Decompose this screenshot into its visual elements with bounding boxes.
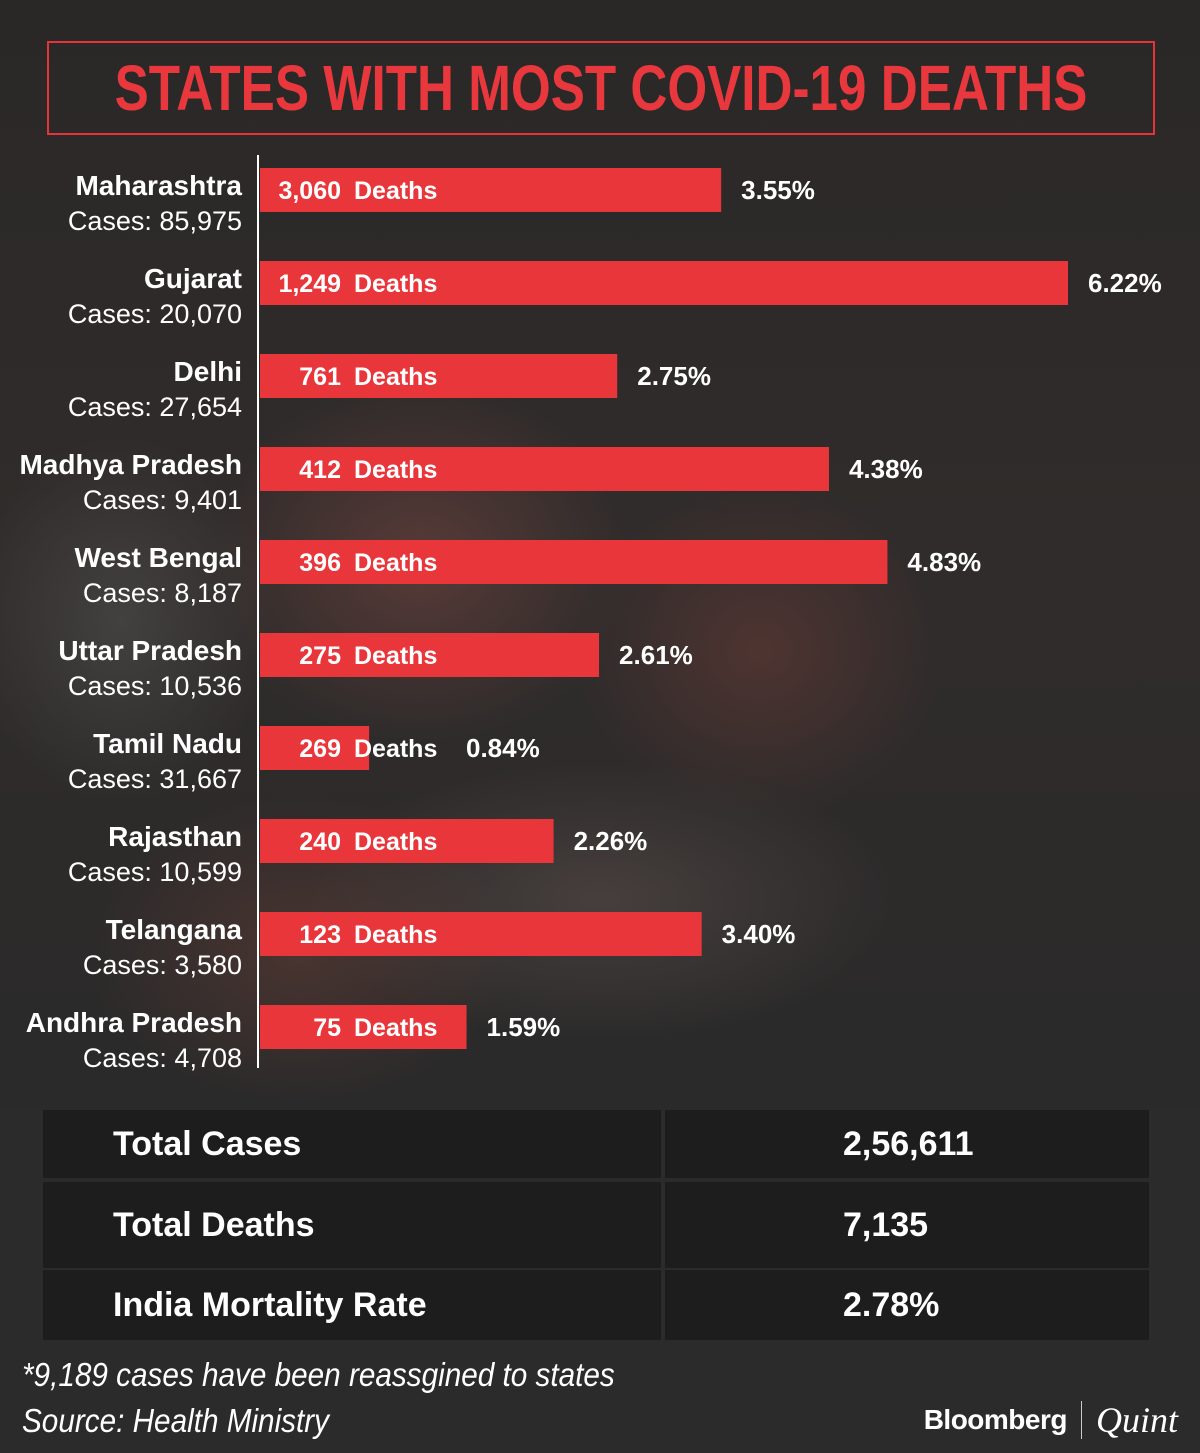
state-label: Tamil Nadu xyxy=(93,728,242,759)
bar xyxy=(260,819,554,863)
deaths-suffix: Deaths xyxy=(354,270,437,298)
cases-label: Cases: 8,187 xyxy=(83,578,242,608)
chart-title: STATES WITH MOST COVID-19 DEATHS xyxy=(114,52,1088,124)
bar xyxy=(260,168,722,212)
data-label: 0.84% xyxy=(466,733,540,763)
bar xyxy=(260,261,1068,305)
deaths-count: 3,060 xyxy=(278,177,341,205)
data-label: 6.22% xyxy=(1088,268,1162,298)
bar xyxy=(260,633,600,677)
bar xyxy=(260,540,888,584)
data-label: 2.75% xyxy=(637,361,711,391)
total-deaths-value: 7,135 xyxy=(665,1182,1149,1268)
state-label: Gujarat xyxy=(144,263,242,294)
bar xyxy=(260,447,829,491)
total-cases-value: 2,56,611 xyxy=(665,1110,1149,1178)
title-box: STATES WITH MOST COVID-19 DEATHS xyxy=(47,41,1155,135)
deaths-suffix: Deaths xyxy=(354,456,437,484)
cases-label: Cases: 27,654 xyxy=(68,392,242,422)
deaths-suffix: Deaths xyxy=(354,177,437,205)
state-label: Rajasthan xyxy=(108,821,242,852)
total-cases-label: Total Cases xyxy=(43,1110,661,1178)
cases-label: Cases: 20,070 xyxy=(68,299,242,329)
deaths-count: 75 xyxy=(313,1014,341,1042)
source-note: Source: Health Ministry xyxy=(22,1402,330,1439)
totals-row-cases: Total Cases 2,56,611 xyxy=(43,1110,1149,1180)
footnote: *9,189 cases have been reassgined to sta… xyxy=(22,1356,615,1393)
brand-divider xyxy=(1080,1401,1082,1439)
cases-label: Cases: 4,708 xyxy=(83,1043,242,1073)
mortality-rate-label: India Mortality Rate xyxy=(43,1270,661,1340)
brand-quint: Quint xyxy=(1095,1400,1178,1440)
cases-label: Cases: 31,667 xyxy=(68,764,242,794)
bar xyxy=(260,726,370,770)
state-label: Delhi xyxy=(174,356,242,387)
state-label: Telangana xyxy=(106,914,243,945)
deaths-suffix: Deaths xyxy=(354,642,437,670)
deaths-count: 123 xyxy=(299,921,341,949)
deaths-count: 412 xyxy=(299,456,341,484)
state-label: West Bengal xyxy=(74,542,242,573)
data-label: 4.83% xyxy=(907,547,981,577)
data-label: 1.59% xyxy=(487,1012,561,1042)
cases-label: Cases: 3,580 xyxy=(83,950,242,980)
brand-bloomberg: Bloomberg xyxy=(923,1404,1068,1435)
deaths-suffix: Deaths xyxy=(354,1014,437,1042)
bar xyxy=(260,912,702,956)
data-label: 4.38% xyxy=(849,454,923,484)
deaths-suffix: Deaths xyxy=(354,921,437,949)
deaths-count: 761 xyxy=(299,363,341,391)
bar xyxy=(260,354,618,398)
deaths-count: 1,249 xyxy=(278,270,341,298)
totals-row-mortality: India Mortality Rate 2.78% xyxy=(43,1270,1149,1340)
deaths-count: 275 xyxy=(299,642,341,670)
state-label: Maharashtra xyxy=(75,170,242,201)
deaths-count: 269 xyxy=(299,735,341,763)
deaths-suffix: Deaths xyxy=(354,549,437,577)
mortality-rate-value: 2.78% xyxy=(665,1270,1149,1340)
deaths-suffix: Deaths xyxy=(354,828,437,856)
bar xyxy=(260,1005,467,1049)
footnote-block: *9,189 cases have been reassgined to sta… xyxy=(22,1352,615,1444)
deaths-suffix: Deaths xyxy=(354,735,437,763)
state-label: Andhra Pradesh xyxy=(26,1007,242,1038)
data-label: 3.55% xyxy=(741,175,815,205)
total-deaths-label: Total Deaths xyxy=(43,1182,661,1268)
bar-chart: Maharashtra Cases: 85,975 3,060 Deaths 3.55%… xyxy=(19,155,1162,1073)
state-label: Madhya Pradesh xyxy=(19,449,242,480)
cases-label: Cases: 9,401 xyxy=(83,485,242,515)
data-label: 2.26% xyxy=(574,826,648,856)
cases-label: Cases: 10,599 xyxy=(68,857,242,887)
cases-label: Cases: 10,536 xyxy=(68,671,242,701)
totals-table: Total Cases 2,56,611 Total Deaths 7,135 … xyxy=(43,1110,1149,1340)
state-label: Uttar Pradesh xyxy=(58,635,242,666)
totals-row-deaths: Total Deaths 7,135 xyxy=(43,1182,1149,1268)
deaths-count: 396 xyxy=(299,549,341,577)
deaths-count: 240 xyxy=(299,828,341,856)
data-label: 2.61% xyxy=(619,640,693,670)
brand-logo: Bloomberg Quint xyxy=(924,1400,1178,1440)
data-label: 3.40% xyxy=(722,919,796,949)
cases-label: Cases: 85,975 xyxy=(68,206,242,236)
deaths-suffix: Deaths xyxy=(354,363,437,391)
